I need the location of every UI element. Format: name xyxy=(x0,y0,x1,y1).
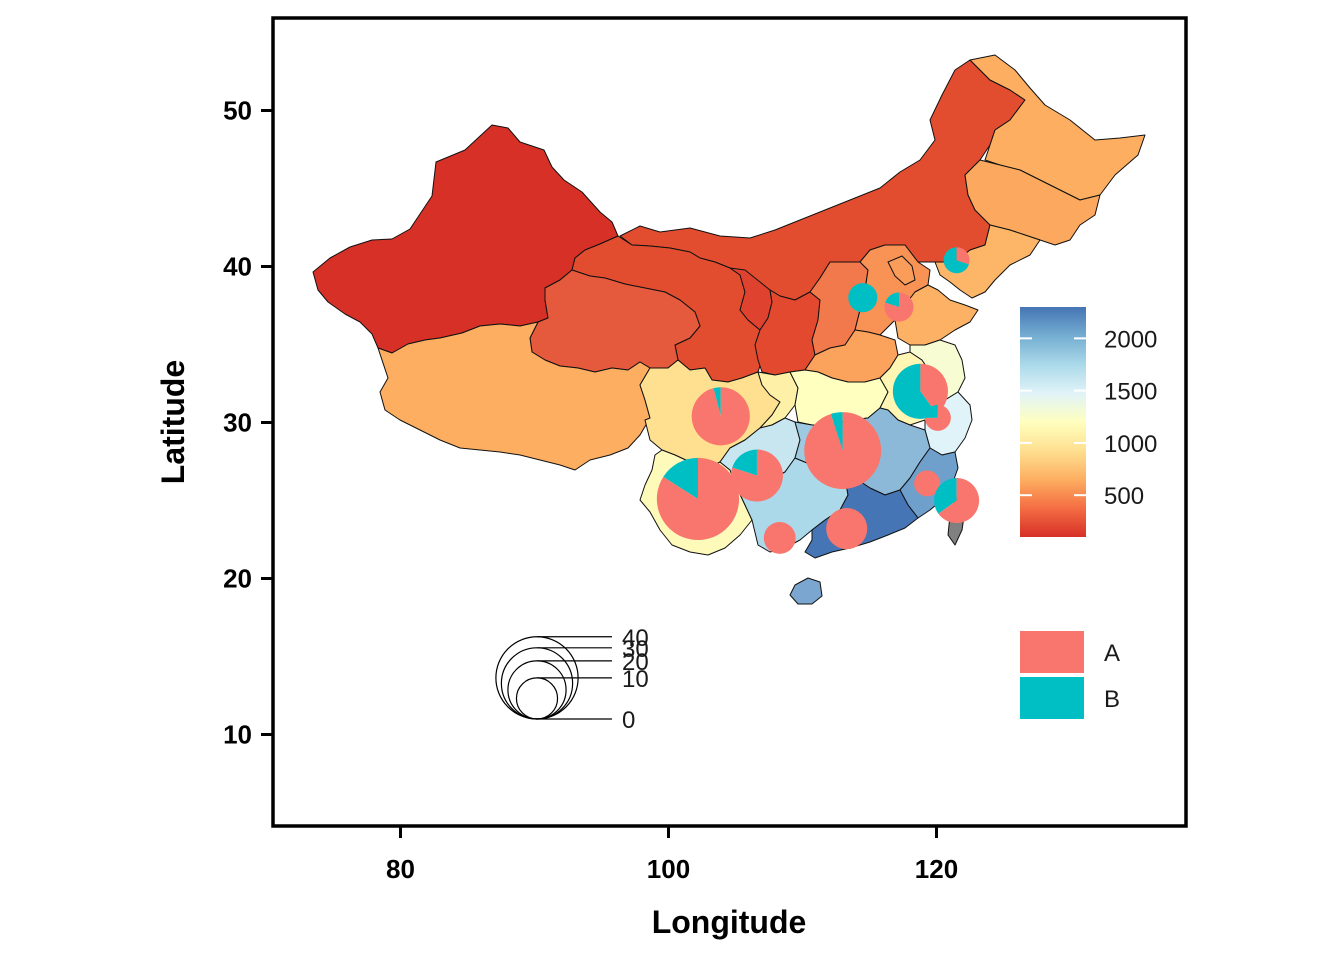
x-tick-label: 120 xyxy=(915,854,958,884)
colorbar-tick-label: 1000 xyxy=(1104,431,1157,458)
region-beijing-tianjin xyxy=(887,255,916,286)
pie-chart xyxy=(848,283,878,313)
pie-chart xyxy=(924,404,951,431)
legend-label-b: B xyxy=(1104,686,1120,713)
size-legend-label: 10 xyxy=(622,666,649,693)
legend-key-a xyxy=(1020,631,1084,673)
pie-slice-a xyxy=(924,404,951,431)
pie-slice-a xyxy=(884,292,914,322)
pie-slice-b xyxy=(885,292,899,308)
pie-slice-a xyxy=(826,508,868,550)
pie-slice-b xyxy=(732,449,757,476)
x-axis-title: Longitude xyxy=(652,904,807,940)
y-tick-label: 30 xyxy=(223,408,252,438)
size-legend-label: 20 xyxy=(622,649,649,676)
y-tick-label: 50 xyxy=(223,96,252,126)
pie-chart xyxy=(691,387,750,446)
size-legend-label: 0 xyxy=(622,707,635,734)
pie-slice-a xyxy=(938,477,980,524)
pie-slice-a xyxy=(844,428,877,461)
pie-chart xyxy=(914,470,941,497)
pie-slice-b xyxy=(943,247,969,274)
pie-slice-b xyxy=(934,477,957,514)
province-layer xyxy=(312,54,1146,605)
y-tick-label: 40 xyxy=(223,252,252,282)
region-liaoning xyxy=(934,224,1041,299)
size-legend-label: 30 xyxy=(622,636,649,663)
pie-chart xyxy=(656,457,740,541)
fill-legend: AB xyxy=(1020,631,1120,719)
colorbar-legend: 500 1000 1500 2000 xyxy=(1020,307,1157,537)
pie-chart xyxy=(934,477,980,524)
pie-layer xyxy=(656,247,980,554)
pie-slice-b xyxy=(713,387,721,417)
colorbar-tick-label: 500 xyxy=(1104,483,1144,510)
pie-slice-a xyxy=(914,470,941,497)
size-legend-label: 40 xyxy=(622,625,649,652)
region-jilin xyxy=(964,159,1101,246)
legend-key-b xyxy=(1020,677,1084,719)
y-axis-title: Latitude xyxy=(155,360,191,484)
pie-slice-a xyxy=(691,387,750,446)
colorbar-tick-label: 1500 xyxy=(1104,379,1157,406)
colorbar-gradient xyxy=(1020,307,1086,537)
pie-chart xyxy=(943,247,970,274)
pie-chart xyxy=(892,363,948,419)
pie-chart xyxy=(730,449,783,502)
pie-chart xyxy=(884,292,914,322)
pie-slice-a xyxy=(763,522,796,554)
pie-slice-a xyxy=(920,363,948,414)
region-hainan xyxy=(789,577,823,605)
pie-slice-b xyxy=(663,457,698,499)
legend-label-a: A xyxy=(1104,640,1120,667)
pie-chart xyxy=(763,522,796,554)
pie-slice-b xyxy=(924,404,938,418)
pie-slice-b xyxy=(830,412,843,451)
pie-slice-a xyxy=(730,449,783,502)
pie-slice-b xyxy=(848,283,878,313)
x-tick-label: 100 xyxy=(647,854,690,884)
y-tick-label: 20 xyxy=(223,564,252,594)
pie-chart xyxy=(844,428,877,461)
pie-slice-b xyxy=(892,363,937,419)
x-tick-label: 80 xyxy=(386,854,415,884)
pie-slice-a xyxy=(956,247,970,265)
y-tick-label: 10 xyxy=(223,720,252,750)
pie-slice-a xyxy=(656,457,740,541)
colorbar-tick-label: 2000 xyxy=(1104,326,1157,353)
pie-chart xyxy=(826,508,868,550)
